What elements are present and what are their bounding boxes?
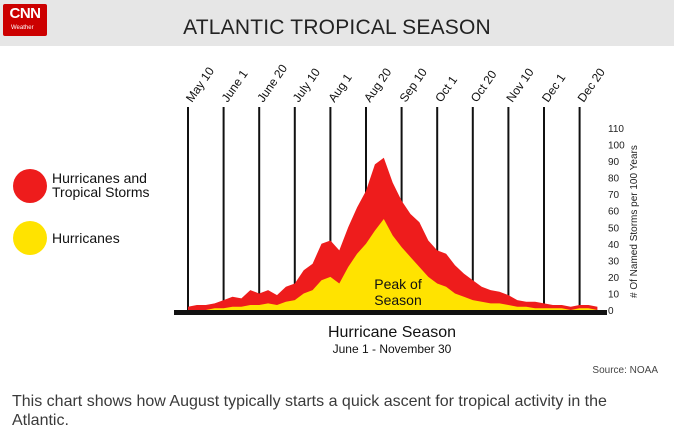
date-label: Dec 20 [575, 65, 608, 104]
legend-label: Hurricanes and [52, 170, 147, 186]
legend-swatch-storms [13, 169, 47, 203]
y-tick-label: 50 [608, 223, 620, 234]
date-label: Aug 20 [361, 65, 394, 104]
cnn-logo: CNN Weather [3, 4, 47, 36]
chart-caption: This chart shows how August typically st… [12, 393, 607, 429]
date-label: July 10 [290, 65, 323, 104]
baseline [174, 310, 607, 315]
y-tick-label: 20 [608, 273, 620, 284]
area-hurricanes [188, 219, 598, 310]
date-label: Aug 1 [325, 71, 355, 105]
x-axis-subtitle: June 1 - November 30 [333, 342, 452, 356]
date-label: Oct 20 [468, 67, 500, 104]
legend-swatch-hurricanes [13, 221, 47, 255]
y-axis-title: # Of Named Storms per 100 Years [629, 145, 640, 298]
date-label: June 1 [219, 67, 251, 105]
date-label: Dec 1 [539, 71, 569, 105]
chart-area: May 10 June 1 June 20 July 10 Aug 1 Aug 20 Sep… [13, 61, 658, 376]
y-tick-label: 100 [608, 141, 625, 152]
source-note: Source: NOAA [592, 365, 658, 376]
y-tick-label: 10 [608, 289, 620, 300]
date-label: Nov 10 [503, 65, 536, 104]
x-axis-title: Hurricane Season [328, 324, 456, 341]
y-tick-label: 80 [608, 174, 620, 185]
y-tick-label: 90 [608, 157, 620, 168]
date-label: May 10 [183, 64, 217, 105]
chart-title: ATLANTIC TROPICAL SEASON [183, 16, 491, 39]
area-storms [188, 157, 598, 310]
y-tick-label: 60 [608, 207, 620, 218]
date-label: Oct 1 [432, 73, 460, 105]
date-label: June 20 [254, 61, 290, 104]
logo-text: CNN [9, 5, 42, 22]
peak-annotation-line2: Season [374, 292, 421, 308]
y-tick-label: 0 [608, 306, 614, 317]
y-tick-label: 110 [608, 124, 624, 135]
peak-annotation-line1: Peak of [374, 276, 422, 292]
date-label: Sep 10 [397, 65, 430, 104]
y-tick-label: 30 [608, 256, 620, 267]
legend-label: Hurricanes [52, 230, 120, 246]
title-bar: CNN Weather ATLANTIC TROPICAL SEASON [0, 0, 674, 46]
legend-label: Tropical Storms [52, 184, 150, 200]
y-tick-label: 40 [608, 240, 620, 251]
logo-subtext: Weather [11, 25, 34, 31]
y-tick-label: 70 [608, 190, 620, 201]
